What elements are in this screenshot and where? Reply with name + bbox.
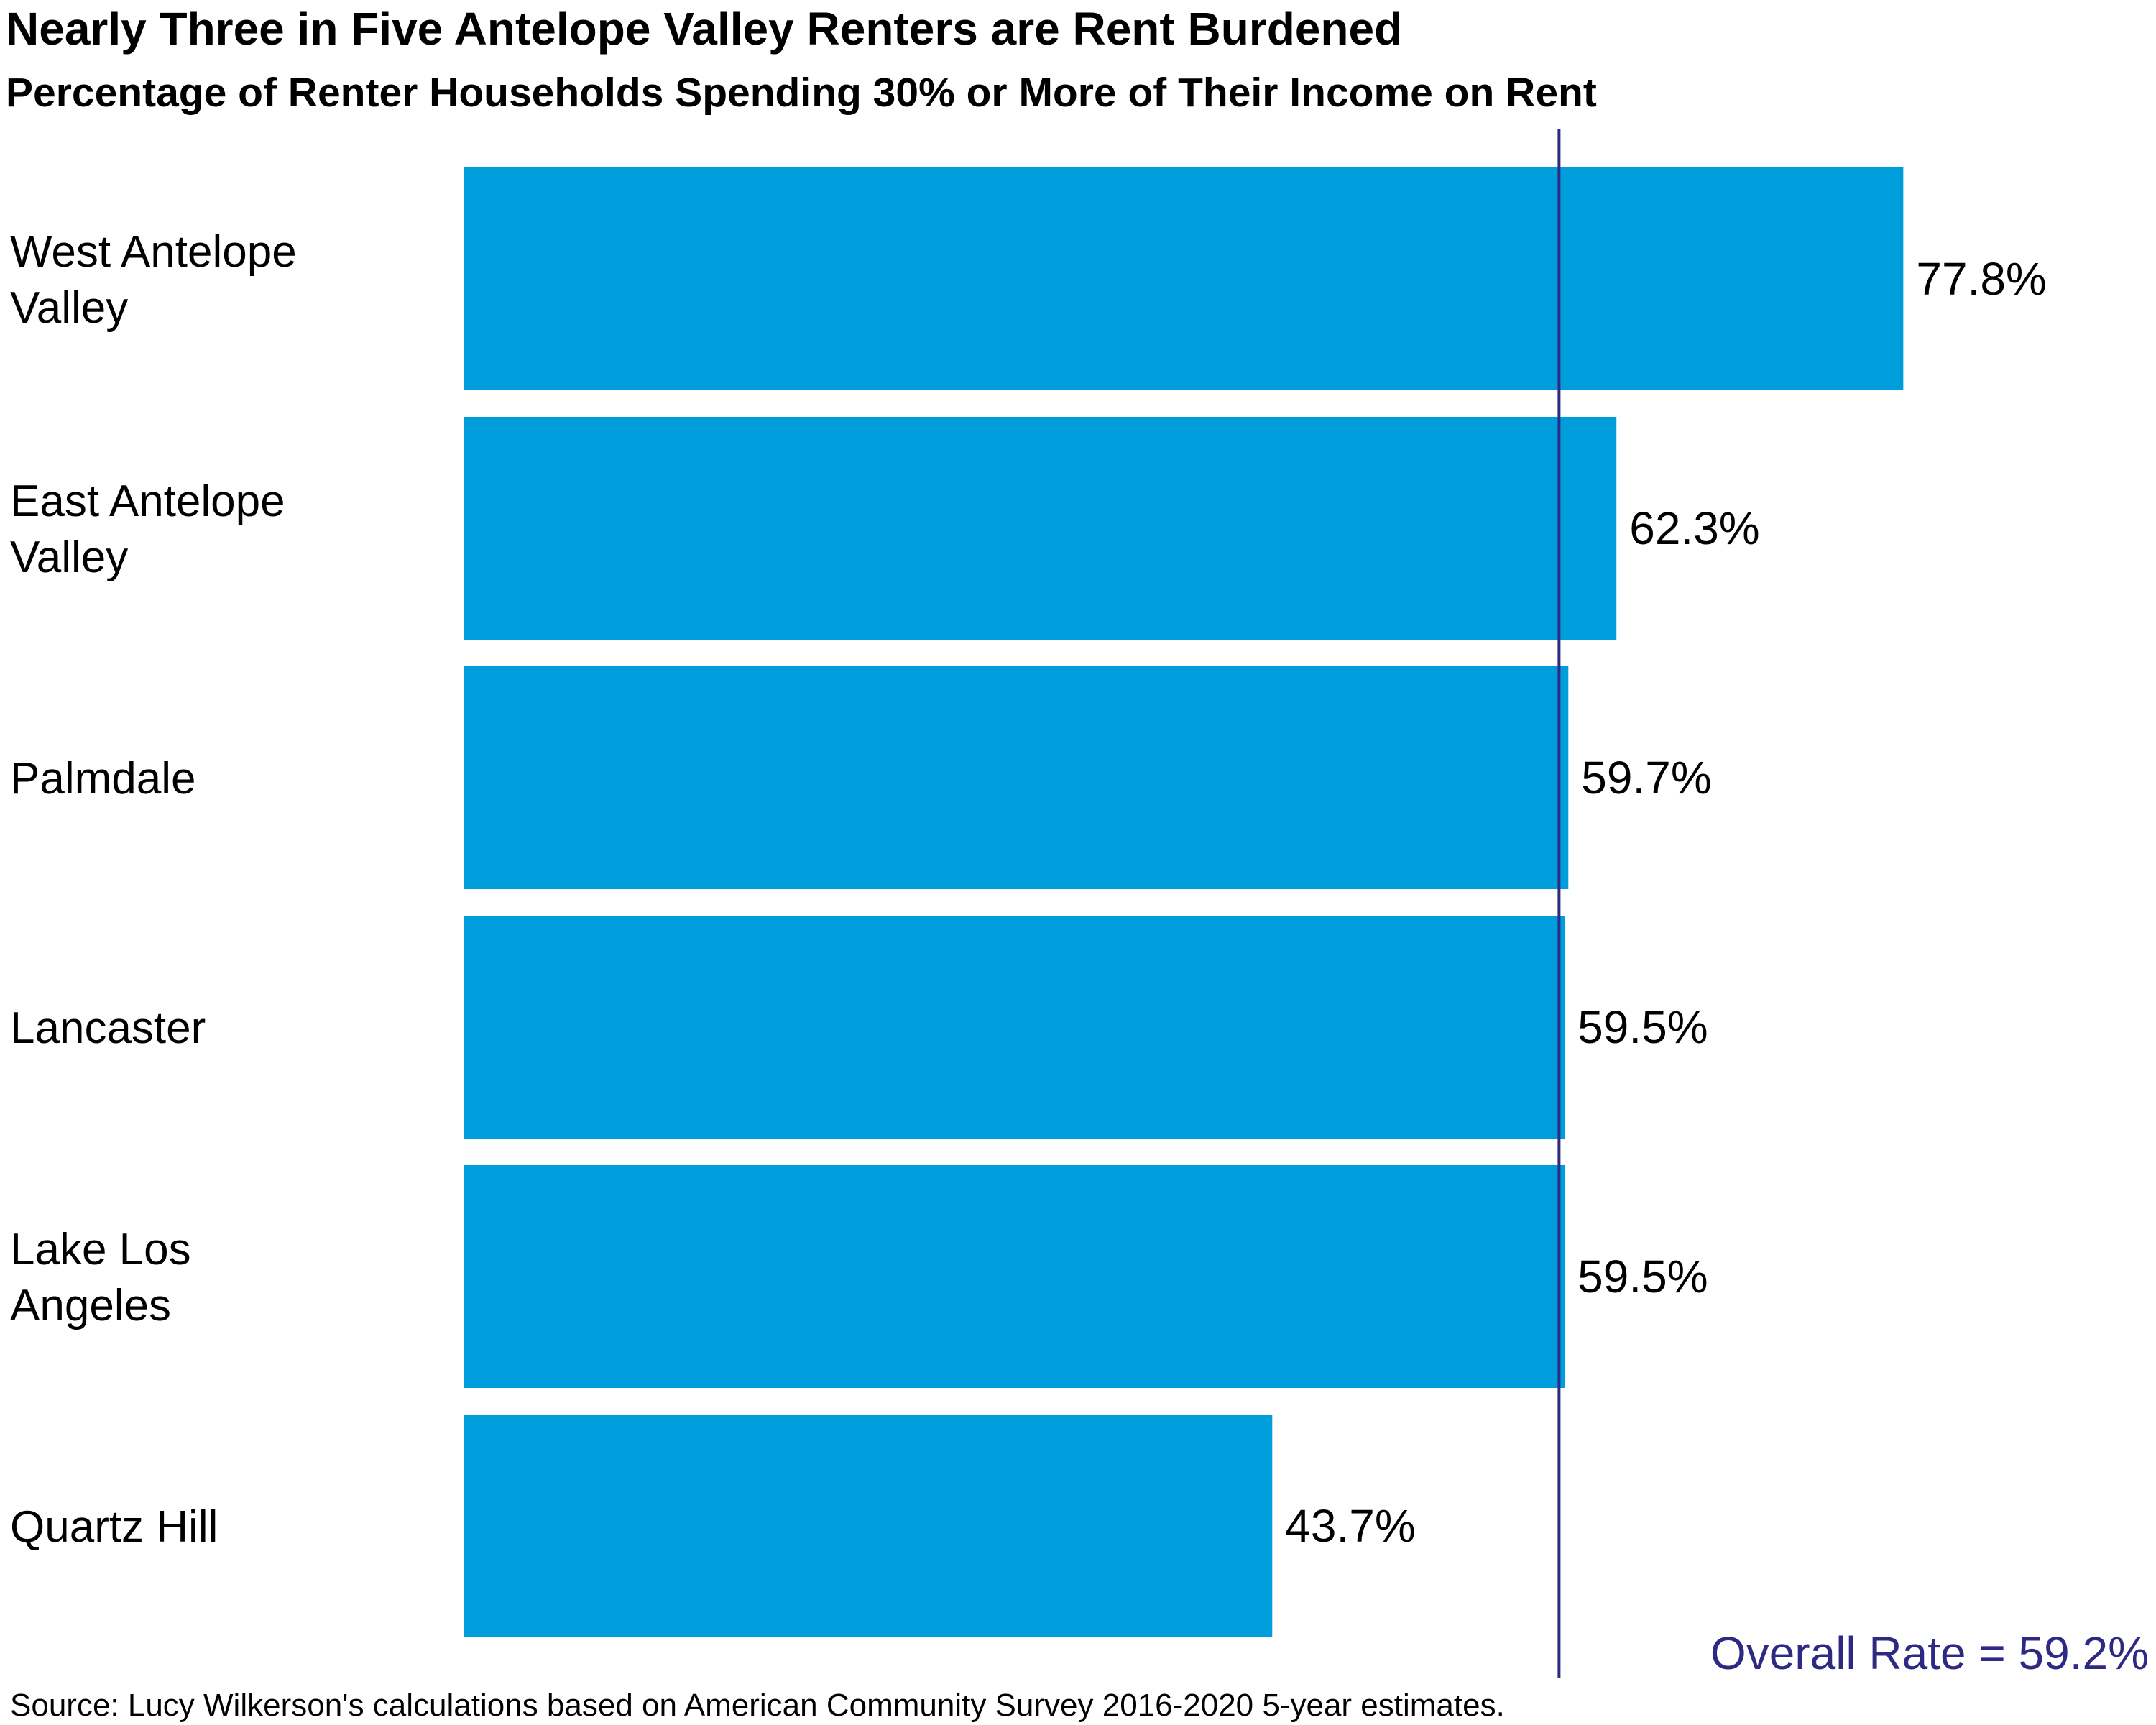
source-note: Source: Lucy Wilkerson's calculations ba… xyxy=(10,1688,1505,1723)
chart-subtitle: Percentage of Renter Households Spending… xyxy=(6,70,1597,116)
bar-4 xyxy=(464,916,1565,1138)
value-label-6: 43.7% xyxy=(1285,1500,1415,1552)
category-label-1: West Antelope Valley xyxy=(10,227,297,333)
bar-1 xyxy=(464,167,1904,390)
chart-title: Nearly Three in Five Antelope Valley Ren… xyxy=(6,3,1402,55)
value-label-2: 62.3% xyxy=(1629,502,1759,554)
value-label-3: 59.7% xyxy=(1581,752,1711,804)
value-label-1: 77.8% xyxy=(1916,253,2046,305)
value-labels: 77.8% 62.3% 59.7% 59.5% 59.5% 43.7% xyxy=(1285,253,2047,1552)
bar-6 xyxy=(464,1414,1273,1637)
value-label-5: 59.5% xyxy=(1577,1251,1708,1302)
category-label-2: East Antelope Valley xyxy=(10,477,285,582)
bar-3 xyxy=(464,666,1569,889)
category-labels: West Antelope Valley East Antelope Valley Pa… xyxy=(10,227,297,1552)
overall-rate-label: Overall Rate = 59.2% xyxy=(1710,1627,2149,1679)
bars-group xyxy=(464,167,1904,1637)
value-label-4: 59.5% xyxy=(1577,1001,1708,1053)
category-label-3: Palmdale xyxy=(10,754,195,804)
bar-2 xyxy=(464,417,1617,640)
bar-5 xyxy=(464,1165,1565,1388)
category-label-4: Lancaster xyxy=(10,1003,206,1053)
category-label-5: Lake Los Angeles xyxy=(10,1225,191,1330)
category-label-6: Quartz Hill xyxy=(10,1502,218,1552)
